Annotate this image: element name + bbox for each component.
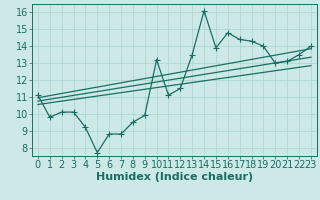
X-axis label: Humidex (Indice chaleur): Humidex (Indice chaleur) [96,172,253,182]
